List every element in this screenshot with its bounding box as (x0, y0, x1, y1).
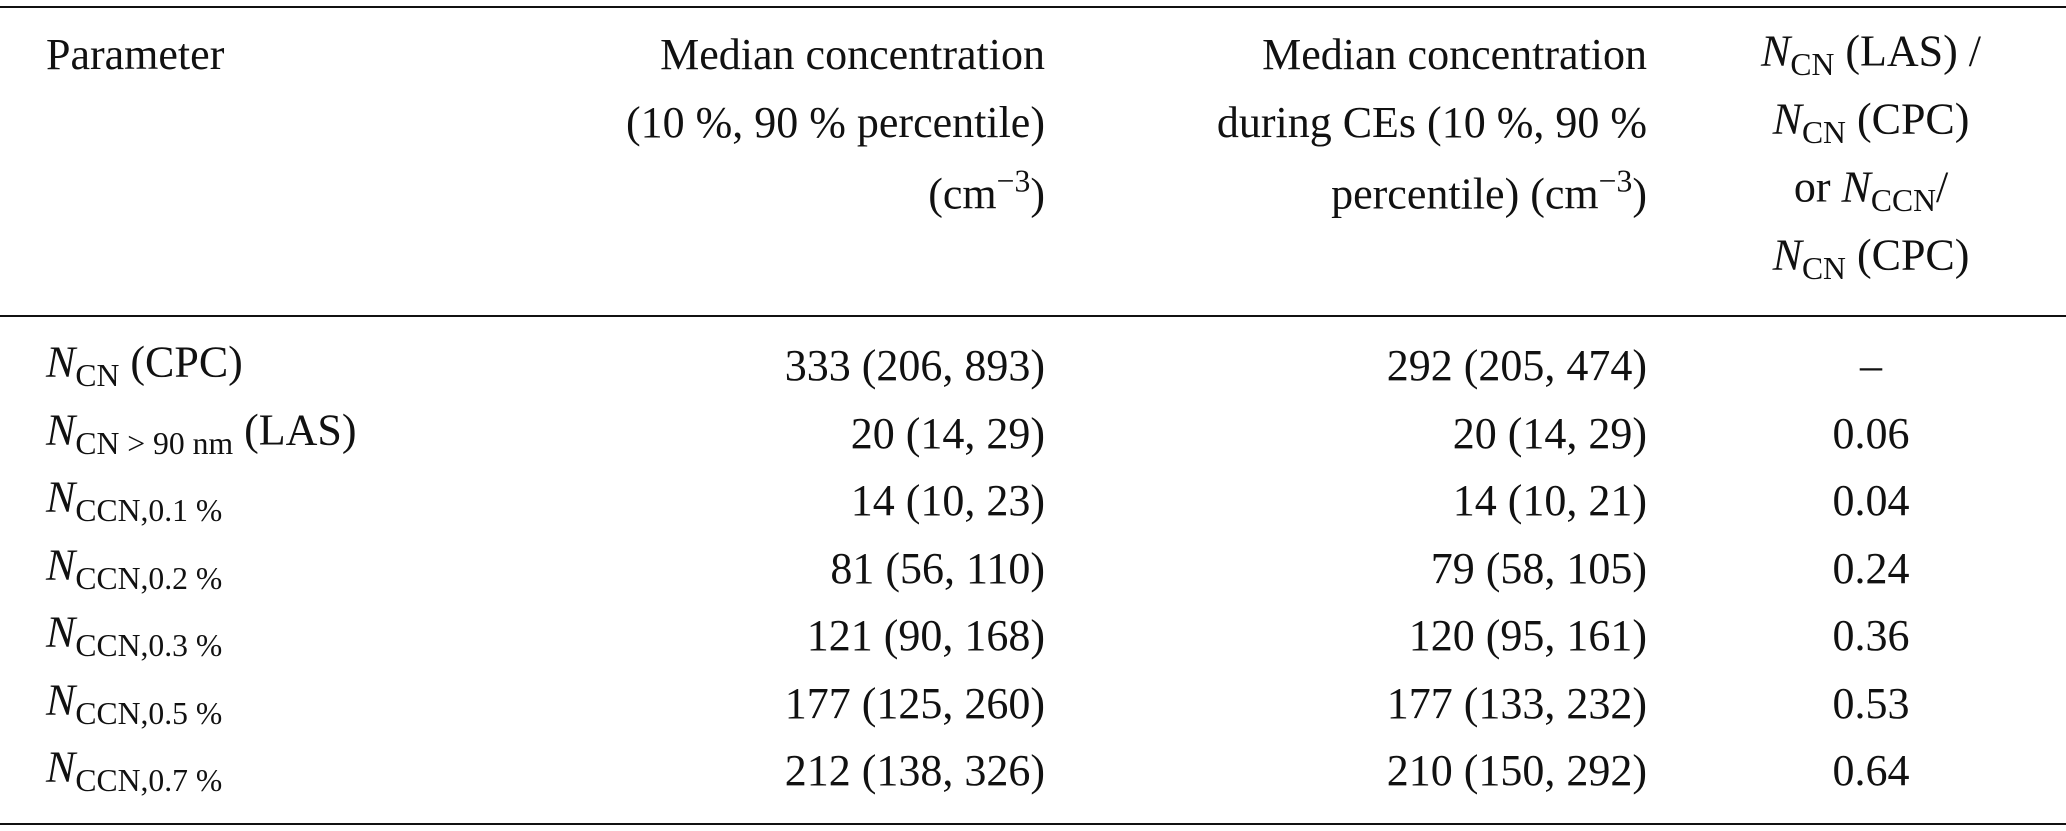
symbol: N (46, 472, 76, 522)
top-rule (0, 6, 2066, 8)
text: Median concentration (1262, 30, 1647, 79)
parameter-cell: NCCN,0.2 % (46, 539, 223, 596)
text: ) (1632, 169, 1647, 219)
subscript: CCN,0.2 % (75, 560, 223, 596)
superscript: −3 (1598, 163, 1633, 199)
value-cell: 0.06 (1832, 408, 1910, 458)
value-cell: 0.64 (1832, 746, 1910, 795)
symbol: N (1772, 230, 1802, 280)
header-line: or NCCN/ (1794, 165, 1948, 216)
value-cell: 120 (95, 161) (1408, 611, 1647, 660)
subscript: CN > 90 nm (75, 425, 234, 461)
symbol: N (1841, 162, 1871, 212)
text: ) (1030, 169, 1045, 219)
value-cell: 177 (125, 260) (784, 678, 1045, 728)
text: during CEs (10 %, 90 % (1216, 98, 1647, 147)
value-cell: 292 (205, 474) (1386, 341, 1647, 390)
text: (LAS) (233, 404, 357, 454)
subscript: CCN,0.5 % (75, 695, 223, 731)
text: Parameter (46, 30, 225, 79)
header-line: (10 %, 90 % percentile) (626, 101, 1045, 145)
value-cell: 333 (206, 893) (784, 341, 1045, 390)
parameter-cell: NCCN,0.1 % (46, 475, 222, 526)
subscript: CN (1790, 46, 1835, 82)
text: (CPC) (1845, 230, 1970, 280)
header-line: NCN (CPC) (1773, 233, 1970, 284)
header-line: during CEs (10 %, 90 % (1217, 101, 1647, 145)
value-cell: 81 (56, 110) (830, 543, 1045, 593)
value-cell: 14 (10, 21) (1452, 476, 1647, 525)
parameter-cell: NCCN,0.5 % (46, 674, 223, 731)
header-line: percentile) (cm−3) (1331, 165, 1647, 216)
value-cell: 0.04 (1832, 476, 1910, 525)
subscript: CN (75, 357, 120, 393)
text: Median concentration (660, 30, 1045, 79)
value-cell: 212 (138, 326) (784, 746, 1045, 795)
text: percentile) (cm (1331, 169, 1599, 219)
value-cell: 79 (58, 105) (1430, 543, 1647, 593)
symbol: N (46, 742, 76, 792)
value-cell: 20 (14, 29) (1452, 408, 1647, 458)
value-cell: 0.36 (1832, 611, 1910, 660)
value-cell: 0.53 (1832, 678, 1910, 728)
text: (CPC) (1845, 94, 1970, 144)
value-cell: 14 (10, 23) (850, 476, 1045, 525)
value-cell: 0.24 (1832, 543, 1910, 593)
symbol: N (46, 674, 76, 724)
subscript: CCN,0.1 % (75, 492, 223, 528)
text: (LAS) / (1834, 26, 1982, 76)
value-cell: 20 (14, 29) (850, 408, 1045, 458)
symbol: N (46, 607, 76, 657)
value-cell: – (1860, 341, 1882, 390)
value-cell: 121 (90, 168) (806, 611, 1045, 660)
symbol: N (46, 539, 76, 589)
text: (cm (928, 169, 997, 219)
superscript: −3 (996, 163, 1031, 199)
subscript: CCN,0.3 % (75, 627, 223, 663)
header-rule (0, 315, 2066, 317)
symbol: N (1772, 94, 1802, 144)
symbol: N (1760, 26, 1791, 76)
symbol: N (46, 337, 76, 387)
parameter-cell: NCCN,0.7 % (46, 745, 222, 796)
header-line: Parameter (46, 33, 224, 77)
header-line: Median concentration (1262, 33, 1647, 77)
header-line: NCN (LAS) / (1761, 29, 1981, 80)
subscript: CN (1801, 250, 1846, 286)
text: (10 %, 90 % percentile) (625, 98, 1045, 147)
subscript: CN (1801, 114, 1846, 150)
text: or (1793, 162, 1842, 212)
bottom-rule (0, 823, 2066, 825)
text: (CPC) (119, 337, 243, 387)
header-line: NCN (CPC) (1773, 97, 1970, 148)
header-line: Median concentration (660, 33, 1045, 77)
parameter-cell: NCCN,0.3 % (46, 610, 222, 661)
value-cell: 210 (150, 292) (1386, 746, 1647, 795)
parameter-cell: NCN > 90 nm (LAS) (46, 404, 357, 461)
header-line: (cm−3) (928, 165, 1045, 216)
value-cell: 177 (133, 232) (1386, 678, 1647, 728)
subscript: CCN,0.7 % (75, 762, 223, 798)
symbol: N (46, 404, 76, 454)
text: / (1935, 162, 1949, 212)
parameter-cell: NCN (CPC) (46, 340, 243, 391)
subscript: CCN (1870, 182, 1936, 218)
